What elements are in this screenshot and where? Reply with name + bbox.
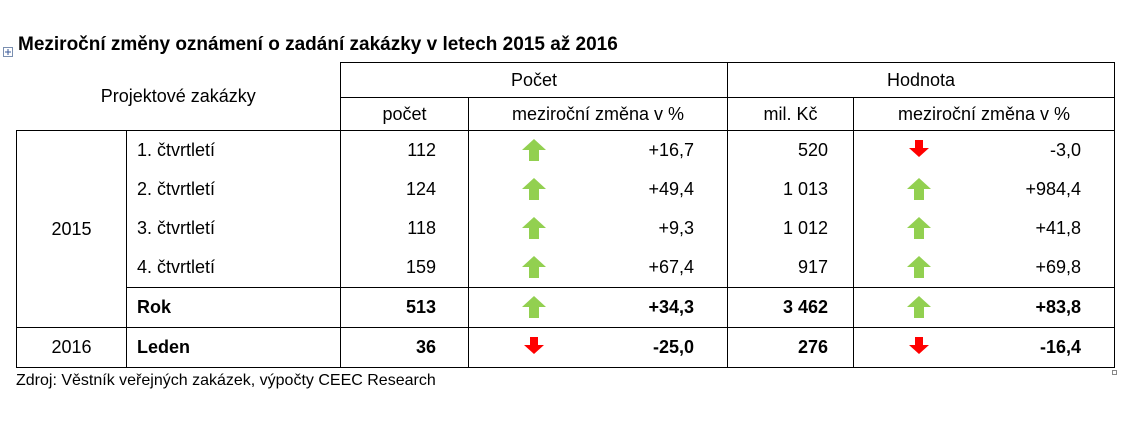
change-cell: +67,4 <box>468 248 728 288</box>
change-cell: +69,8 <box>853 248 1115 288</box>
group-header: Hodnota <box>727 62 1115 98</box>
period-cell: 2. čtvrtletí <box>126 170 341 209</box>
count-cell: 513 <box>340 287 469 328</box>
data-row: 2015 1. čtvrtletí 112 +16,7 520 -3,0 <box>16 130 1115 328</box>
resize-handle <box>1112 370 1117 375</box>
count-cell: 118 <box>340 209 469 248</box>
value-cell: 1 012 <box>727 209 854 248</box>
period-cell: Rok <box>126 287 341 328</box>
change-value: +34,3 <box>648 297 694 317</box>
change-value: +69,8 <box>1035 257 1081 277</box>
table-handle <box>3 47 13 57</box>
change-value: +49,4 <box>648 179 694 199</box>
trend-arrow <box>907 178 931 200</box>
change-cell: +83,8 <box>853 287 1115 328</box>
change-value: +984,4 <box>1025 179 1081 199</box>
header-row: Projektové zakázky Počet Hodnota <box>16 62 1115 131</box>
data-row: 2016 Leden 36 -25,0 276 -16,4 <box>16 327 1115 368</box>
change-cell: +16,7 <box>468 130 728 170</box>
trend-arrow <box>907 296 931 318</box>
count-cell: 159 <box>340 248 469 288</box>
change-value: +41,8 <box>1035 218 1081 238</box>
change-cell: +49,4 <box>468 170 728 209</box>
change-cell: -16,4 <box>853 327 1115 368</box>
year-cell: 2015 <box>16 130 127 328</box>
header-row: počet meziroční změna v % mil. Kč meziroční… <box>17 97 1115 131</box>
table: Projektové zakázky Počet Hodnota počet mezir… <box>16 62 1115 368</box>
trend-arrow <box>909 337 929 354</box>
data-row: Rok 513 +34,3 3 462 +83,8 <box>17 287 1115 328</box>
change-value: -3,0 <box>1049 140 1081 160</box>
trend-arrow <box>522 217 546 239</box>
change-cell: -25,0 <box>468 327 728 368</box>
change-cell: +984,4 <box>853 170 1115 209</box>
period-cell: 3. čtvrtletí <box>126 209 341 248</box>
trend-arrow <box>524 337 544 354</box>
count-cell: 36 <box>340 327 469 368</box>
trend-arrow <box>909 140 929 157</box>
change-value: +9,3 <box>658 218 694 238</box>
period-cell: 1. čtvrtletí <box>126 130 341 170</box>
column-header: počet <box>340 97 469 131</box>
period-cell: 4. čtvrtletí <box>126 248 341 288</box>
change-value: +16,7 <box>648 140 694 160</box>
change-value: -16,4 <box>1039 337 1081 357</box>
change-value: +83,8 <box>1035 297 1081 317</box>
trend-arrow <box>522 178 546 200</box>
trend-arrow <box>522 256 546 278</box>
change-value: +67,4 <box>648 257 694 277</box>
change-cell: -3,0 <box>853 130 1115 170</box>
column-header: mil. Kč <box>727 97 854 131</box>
value-cell: 3 462 <box>727 287 854 328</box>
period-cell: Leden <box>126 327 341 368</box>
change-value: -25,0 <box>652 337 694 357</box>
count-cell: 124 <box>340 170 469 209</box>
column-header: meziroční změna v % <box>468 97 728 131</box>
change-cell: +41,8 <box>853 209 1115 248</box>
trend-arrow <box>522 296 546 318</box>
change-cell: +9,3 <box>468 209 728 248</box>
trend-arrow <box>907 256 931 278</box>
data-row: 4. čtvrtletí 159 +67,4 917 +69,8 <box>17 248 1115 288</box>
group-header: Počet <box>340 62 728 98</box>
column-header: meziroční změna v % <box>853 97 1115 131</box>
value-cell: 276 <box>727 327 854 368</box>
trend-arrow <box>907 217 931 239</box>
source: Zdroj: Věstník veřejných zakázek, výpočt… <box>16 372 436 389</box>
value-cell: 1 013 <box>727 170 854 209</box>
data-row: 2. čtvrtletí 124 +49,4 1 013 +984,4 <box>17 170 1115 209</box>
corner-header: Projektové zakázky <box>16 62 341 131</box>
data-row: 3. čtvrtletí 118 +9,3 1 012 +41,8 <box>17 209 1115 248</box>
count-cell: 112 <box>340 130 469 170</box>
value-cell: 917 <box>727 248 854 288</box>
year-cell: 2016 <box>16 327 127 368</box>
title: Meziroční změny oznámení o zadání zakázk… <box>18 34 618 55</box>
value-cell: 520 <box>727 130 854 170</box>
change-cell: +34,3 <box>468 287 728 328</box>
trend-arrow <box>522 139 546 161</box>
